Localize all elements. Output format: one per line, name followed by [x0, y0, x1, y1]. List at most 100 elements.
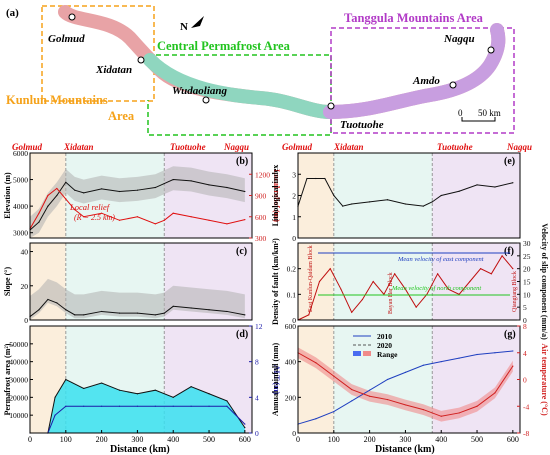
point-c-0-3 — [56, 302, 58, 304]
svg-text:0: 0 — [458, 108, 463, 118]
ytick-label-d-2: 30000 — [9, 376, 28, 385]
panel-label-e: (e) — [504, 156, 515, 167]
xtick-label-g-2: 200 — [364, 435, 376, 444]
point-b-1-7 — [101, 212, 103, 214]
panel-c: (c) 0 20 40 Slope (°) — [3, 242, 253, 325]
panel-g: (g) 0 200 400 600 -8 -4 0 4 8 Annual rainfall (mm)… — [271, 322, 549, 444]
ytick-label-e-0: 0 — [292, 234, 296, 243]
ytick-label-e-3: 3 — [292, 170, 296, 179]
point-b-0-3 — [56, 194, 58, 197]
ytick-r-label-g-0: -8 — [523, 429, 529, 438]
point-c-0-14 — [208, 309, 210, 311]
point-b-1-1 — [38, 212, 40, 214]
point-g-1-3 — [351, 388, 353, 391]
ytick-label-b-2: 5000 — [13, 176, 28, 185]
point-b-0-9 — [136, 189, 139, 191]
panel-f: (f) 0 0.1 0.2 0 5 10 15 20 25 30 Density of fault (… — [271, 223, 549, 340]
station-tuotuohe — [327, 102, 335, 110]
east-annot: Mean velocity of east component — [397, 256, 484, 263]
point-g-0-1 — [315, 418, 317, 420]
ytick-r-label-f-2: 10 — [523, 290, 531, 299]
point-d-1-7 — [136, 405, 139, 407]
point-g-0-5 — [386, 378, 389, 381]
point-d-0-3 — [65, 378, 67, 381]
point-c-0-11 — [163, 312, 165, 314]
chart-panels: (b)30004000500060003006009001200Elevatio… — [3, 149, 549, 444]
point-d-1-13 — [244, 423, 246, 425]
point-b-1-9 — [136, 216, 139, 218]
point-b-0-14 — [208, 184, 210, 186]
ylabel-d: Permafrost area (m²) — [3, 343, 12, 415]
point-d-1-11 — [208, 405, 210, 407]
ytick-label-d-1: 20000 — [9, 393, 28, 402]
point-d-0-8 — [154, 389, 156, 391]
ytick-r-label-b-1: 600 — [255, 213, 267, 222]
north-arrow-icon: N — [180, 16, 204, 33]
ytick-label-f-2: 0.2 — [287, 265, 297, 274]
b-station-xidatan: Xidatan — [63, 142, 94, 152]
point-d-1-8 — [154, 405, 156, 407]
xtick-label-d-1: 100 — [60, 435, 72, 444]
point-e-0-6 — [351, 203, 353, 205]
e-station-tuotuohe: Tuotuohe — [437, 142, 473, 152]
point-g-0-4 — [369, 389, 371, 391]
panel-a-label: (a) — [6, 7, 19, 19]
point-d-0-6 — [118, 389, 121, 391]
map-golmud: Golmud — [48, 33, 85, 45]
point-d-0-9 — [172, 396, 174, 398]
zone-e-0 — [298, 153, 334, 238]
ytick-label-g-3: 600 — [285, 322, 297, 331]
central-box — [147, 54, 332, 136]
ylabel-c: Slope (°) — [3, 267, 12, 297]
station-nagqu — [487, 46, 495, 54]
zone-e-1 — [333, 153, 433, 238]
svg-text:50 km: 50 km — [478, 108, 501, 118]
point-e-0-12 — [440, 194, 442, 197]
corridor-central — [143, 53, 337, 119]
zone-g-0 — [298, 326, 334, 433]
point-e-0-2 — [315, 177, 317, 180]
point-b-0-16 — [244, 190, 246, 193]
point-g-1-1 — [315, 362, 317, 364]
ytick-r-label-f-6: 30 — [523, 239, 531, 248]
tanggula-title: Tanggula Mountains Area — [344, 11, 484, 25]
svg-text:N: N — [180, 21, 188, 33]
map-wudaoliang: Wudaoliang — [172, 85, 228, 97]
point-d-0-12 — [226, 400, 228, 402]
point-g-0-7 — [422, 364, 424, 366]
ylabel-e: Lithological index — [271, 165, 280, 227]
point-g-0-3 — [351, 400, 353, 402]
point-b-1-8 — [118, 219, 121, 221]
ytick-r-label-f-4: 20 — [523, 265, 531, 274]
point-d-1-3 — [65, 405, 67, 407]
point-d-1-9 — [172, 405, 174, 407]
zone-f-2 — [432, 243, 520, 320]
zone-e-2 — [432, 153, 520, 238]
point-c-0-5 — [74, 314, 76, 316]
point-c-0-4 — [65, 309, 67, 311]
xtick-label-g-6: 600 — [507, 435, 519, 444]
corridor-tanggula — [323, 23, 506, 119]
kunlun-title-2: Area — [108, 109, 135, 123]
point-f-0-18 — [490, 273, 492, 275]
point-e-0-11 — [431, 201, 433, 203]
point-b-1-14 — [208, 219, 210, 221]
xtick-label-g-1: 100 — [328, 435, 340, 444]
point-c-0-8 — [118, 312, 121, 314]
station-golmud — [68, 13, 76, 21]
point-g-0-10 — [476, 353, 478, 356]
legend-2020: 2020 — [377, 341, 392, 350]
ylabel-r-g: Air temperature (°C) — [540, 343, 549, 416]
point-b-0-6 — [83, 192, 85, 194]
ytick-label-g-1: 200 — [285, 393, 297, 402]
point-e-0-5 — [342, 205, 344, 207]
point-b-0-12 — [172, 178, 174, 181]
ylabel-r-b: Local relief (m) — [272, 169, 281, 222]
point-c-0-10 — [154, 314, 156, 316]
ytick-r-label-g-4: 8 — [523, 322, 527, 331]
ylabel-r-d: ALT (m) — [272, 365, 281, 395]
relief-annot-1: Local relief — [69, 202, 111, 212]
legend-range-blue — [353, 351, 361, 356]
point-b-0-10 — [154, 186, 156, 189]
kunlun-title-1: Kunlun Mountains — [6, 93, 108, 107]
